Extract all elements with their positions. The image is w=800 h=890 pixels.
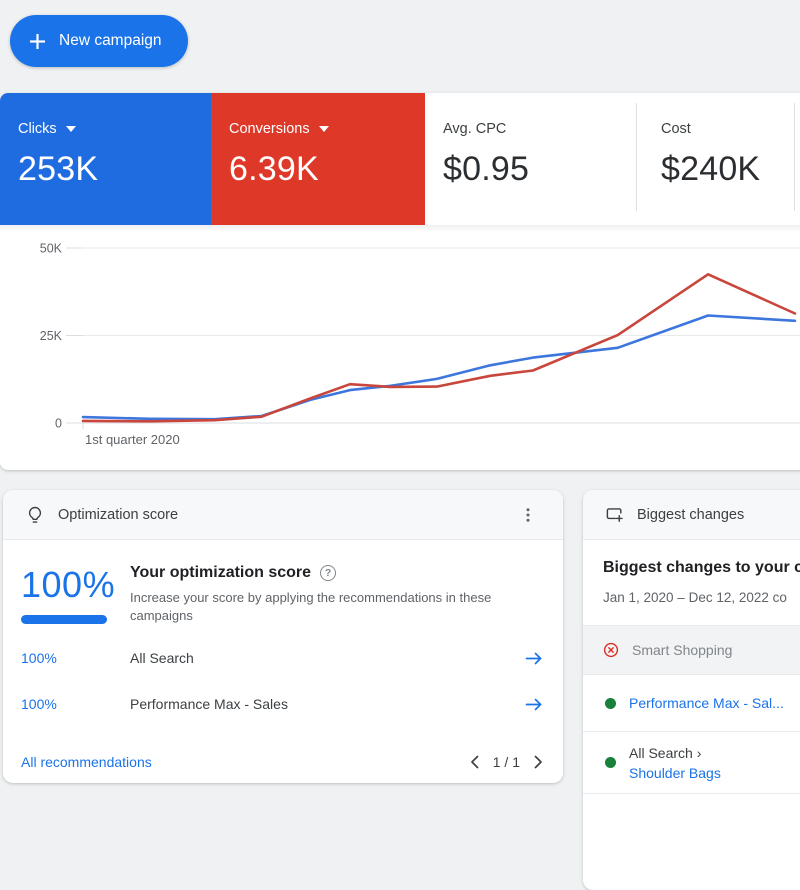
optimization-card-footer: All recommendations 1 / 1: [3, 735, 563, 788]
optimization-score-value: 100%: [21, 564, 130, 606]
change-row-label: Smart Shopping: [632, 642, 732, 658]
change-row-all-search[interactable]: All Search › Shoulder Bags: [583, 732, 800, 794]
svg-text:25K: 25K: [40, 329, 63, 343]
pagination: 1 / 1: [468, 753, 545, 771]
change-row-link[interactable]: Performance Max - Sal...: [629, 695, 784, 711]
metric-value: 6.39K: [229, 150, 425, 189]
metric-label: Cost: [661, 121, 691, 137]
window-plus-icon: [605, 505, 624, 524]
chevron-right-icon: [534, 755, 543, 769]
changes-heading-block: Biggest changes to your c Jan 1, 2020 – …: [583, 540, 800, 605]
changes-card-header: Biggest changes: [583, 490, 800, 540]
caret-down-icon: [319, 126, 329, 132]
x-axis-label: 1st quarter 2020: [85, 432, 180, 447]
plus-icon: [29, 33, 46, 50]
metric-label: Avg. CPC: [443, 121, 506, 137]
status-dot-icon: [605, 698, 616, 709]
new-campaign-button[interactable]: New campaign: [10, 15, 188, 67]
page-indicator: 1 / 1: [493, 754, 520, 770]
chevron-left-icon: [470, 755, 479, 769]
recommendation-row-all-search[interactable]: 100% All Search: [3, 635, 563, 681]
changes-rows: Smart Shopping Performance Max - Sal... …: [583, 625, 800, 794]
lightbulb-icon: [25, 505, 45, 525]
score-heading: Your optimization score: [130, 564, 311, 582]
performance-summary-panel: Clicks 253K Conversions 6.39K Avg. CPC $…: [0, 93, 800, 470]
svg-text:0: 0: [55, 417, 62, 431]
metric-tile-avg-cpc[interactable]: Avg. CPC $0.95: [425, 93, 636, 225]
row-label: Performance Max - Sales: [130, 696, 288, 712]
recommendation-row-performance-max[interactable]: 100% Performance Max - Sales: [3, 681, 563, 727]
prev-page-button[interactable]: [468, 753, 481, 771]
metric-tile-conversions[interactable]: Conversions 6.39K: [211, 93, 425, 225]
change-row-path: All Search ›: [629, 743, 721, 763]
change-row-link[interactable]: Shoulder Bags: [629, 763, 721, 783]
all-recommendations-link[interactable]: All recommendations: [21, 754, 152, 770]
changes-heading: Biggest changes to your c: [603, 559, 800, 577]
changes-date-range: Jan 1, 2020 – Dec 12, 2022 co: [603, 590, 800, 605]
row-score: 100%: [21, 696, 130, 712]
optimization-card-header: Optimization score: [3, 490, 563, 540]
arrow-right-icon[interactable]: [525, 698, 543, 711]
new-campaign-label: New campaign: [59, 32, 162, 50]
row-label: All Search: [130, 650, 194, 666]
metric-value: $0.95: [443, 150, 636, 189]
performance-chart: 50K 25K 0 1st quarter 2020: [0, 225, 800, 470]
next-page-button[interactable]: [532, 753, 545, 771]
metric-row: Clicks 253K Conversions 6.39K Avg. CPC $…: [0, 93, 800, 225]
help-icon[interactable]: ?: [320, 565, 336, 581]
metric-label: Clicks: [18, 121, 57, 137]
metric-value: $240K: [661, 150, 794, 189]
metric-tile-cost[interactable]: Cost $240K: [637, 93, 794, 225]
score-section: 100% Your optimization score ? Increase …: [3, 540, 563, 635]
change-row-performance-max[interactable]: Performance Max - Sal...: [583, 675, 800, 732]
arrow-right-icon[interactable]: [525, 652, 543, 665]
metric-label: Conversions: [229, 121, 310, 137]
card-title: Optimization score: [58, 507, 178, 523]
error-circle-icon: [603, 642, 619, 658]
score-description: Increase your score by applying the reco…: [130, 589, 541, 625]
status-dot-icon: [605, 757, 616, 768]
biggest-changes-card: Biggest changes Biggest changes to your …: [583, 490, 800, 890]
optimization-score-card: Optimization score 100% Your optimizatio…: [3, 490, 563, 783]
svg-text:50K: 50K: [40, 242, 63, 256]
caret-down-icon: [66, 126, 76, 132]
row-score: 100%: [21, 650, 130, 666]
change-row-smart-shopping[interactable]: Smart Shopping: [583, 626, 800, 675]
metric-value: 253K: [18, 150, 211, 189]
score-progress-bar: [21, 615, 107, 624]
metric-divider: [794, 103, 795, 211]
card-title: Biggest changes: [637, 507, 744, 523]
card-menu-button[interactable]: [515, 502, 541, 528]
kebab-menu-icon: [519, 506, 537, 524]
metric-tile-clicks[interactable]: Clicks 253K: [0, 93, 211, 225]
